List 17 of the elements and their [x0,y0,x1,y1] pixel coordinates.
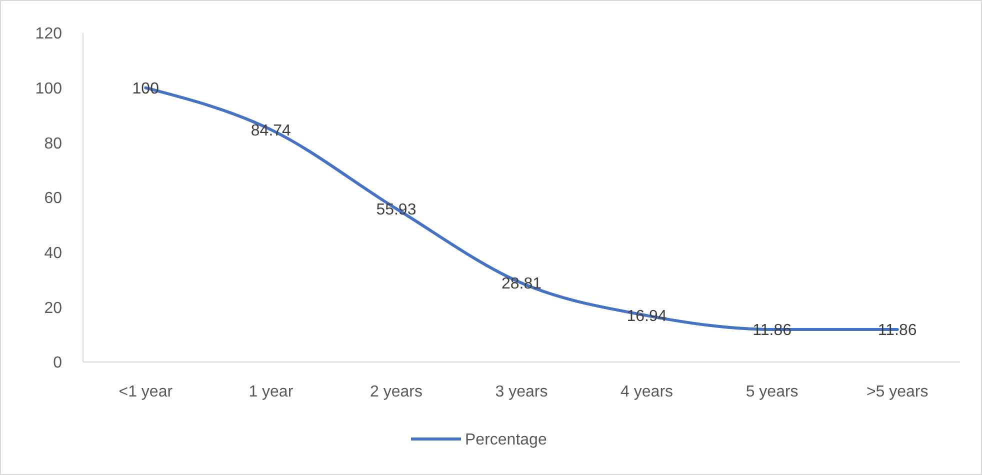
x-tick-label: 3 years [495,384,548,401]
x-tick-label: 4 years [620,384,674,401]
data-label: 100 [132,80,160,98]
y-tick-label: 80 [44,135,62,152]
x-tick-label: 5 years [746,384,798,401]
y-tick-label: 40 [44,244,62,262]
y-tick-label: 100 [35,80,62,98]
y-tick-label: 0 [53,354,62,372]
y-tick-label: 20 [44,300,62,317]
data-label: 11.86 [878,322,917,340]
legend-label: Percentage [465,432,547,449]
x-tick-label: 1 year [248,384,294,401]
x-tick-label: 2 years [370,384,422,401]
y-tick-label: 60 [44,190,62,208]
y-tick-label: 120 [35,26,62,43]
x-tick-label: <1 year [118,384,174,401]
x-tick-label: >5 years [866,384,928,401]
